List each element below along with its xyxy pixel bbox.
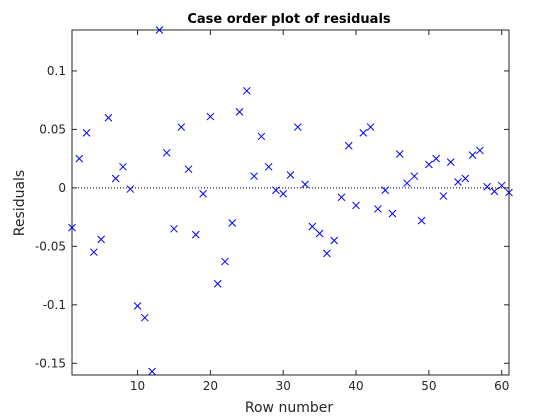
data-point-marker — [119, 162, 127, 171]
x-tick-label: 40 — [348, 379, 363, 393]
data-point-marker — [111, 174, 120, 183]
data-point-marker — [104, 113, 113, 122]
y-tick-label: -0.15 — [35, 356, 66, 370]
data-point-marker — [497, 181, 506, 190]
data-point-marker — [344, 141, 353, 150]
data-point-marker — [308, 222, 317, 231]
data-point-marker — [439, 192, 448, 200]
data-point-marker — [446, 158, 455, 167]
data-markers — [68, 26, 513, 376]
data-point-marker — [323, 249, 331, 258]
x-axis-label: Row number — [245, 400, 333, 416]
data-point-marker — [68, 223, 76, 232]
data-point-marker — [315, 229, 324, 238]
data-point-marker — [97, 235, 105, 244]
data-point-marker — [293, 123, 302, 131]
y-tick-label: 0.05 — [39, 122, 66, 136]
axis-ticks: 10 20 30 40 50 60 -0.15 -0.1 -0.05 0 0.05 0.1 — [35, 30, 509, 393]
data-point-marker — [89, 248, 98, 257]
data-point-marker — [184, 165, 193, 174]
data-point-marker — [366, 123, 375, 131]
data-point-marker — [352, 201, 360, 210]
data-point-marker — [410, 172, 419, 181]
data-point-marker — [490, 187, 499, 196]
x-tick-label: 60 — [494, 379, 509, 393]
x-tick-label: 30 — [276, 379, 291, 393]
x-tick-label: 50 — [421, 379, 436, 393]
data-point-marker — [505, 188, 513, 197]
data-point-marker — [454, 178, 462, 186]
data-point-marker — [126, 185, 135, 193]
data-point-marker — [177, 123, 186, 131]
data-point-marker — [388, 209, 397, 218]
data-point-marker — [461, 174, 470, 183]
data-point-marker — [425, 160, 433, 169]
data-point-marker — [403, 179, 411, 188]
data-point-marker — [417, 216, 426, 225]
x-tick-label: 10 — [130, 379, 145, 393]
data-point-marker — [286, 171, 295, 179]
data-point-marker — [483, 182, 492, 191]
data-point-marker — [330, 236, 339, 245]
data-point-marker — [250, 172, 258, 181]
data-point-marker — [140, 313, 149, 322]
data-point-marker — [221, 257, 229, 266]
data-point-marker — [272, 186, 280, 195]
data-point-marker — [133, 302, 142, 310]
data-point-marker — [257, 132, 266, 141]
data-point-marker — [381, 186, 390, 195]
data-point-marker — [235, 108, 244, 116]
data-point-marker — [301, 180, 309, 189]
data-point-marker — [213, 279, 222, 288]
y-tick-label: 0 — [58, 181, 66, 195]
data-point-marker — [82, 129, 91, 137]
data-point-marker — [279, 189, 288, 198]
plot-area — [71, 29, 510, 376]
y-tick-label: 0.1 — [47, 64, 66, 78]
data-point-marker — [228, 219, 237, 227]
data-point-marker — [264, 162, 273, 171]
data-point-marker — [75, 154, 84, 163]
y-tick-label: -0.05 — [35, 239, 66, 253]
data-point-marker — [476, 146, 484, 155]
data-point-marker — [199, 189, 207, 198]
x-tick-label: 20 — [203, 379, 218, 393]
data-point-marker — [395, 150, 404, 158]
data-point-marker — [374, 205, 382, 213]
data-point-marker — [191, 230, 200, 239]
data-point-marker — [155, 26, 164, 34]
data-point-marker — [206, 112, 215, 121]
data-point-marker — [148, 367, 156, 376]
data-point-marker — [359, 129, 368, 137]
chart-title: Case order plot of residuals — [187, 12, 391, 27]
data-point-marker — [242, 86, 251, 95]
y-tick-label: -0.1 — [43, 298, 66, 312]
data-point-marker — [170, 224, 178, 233]
data-point-marker — [432, 154, 441, 163]
data-point-marker — [337, 193, 346, 202]
data-point-marker — [162, 148, 171, 157]
y-axis-label: Residuals — [12, 170, 28, 236]
data-point-marker — [468, 151, 477, 159]
